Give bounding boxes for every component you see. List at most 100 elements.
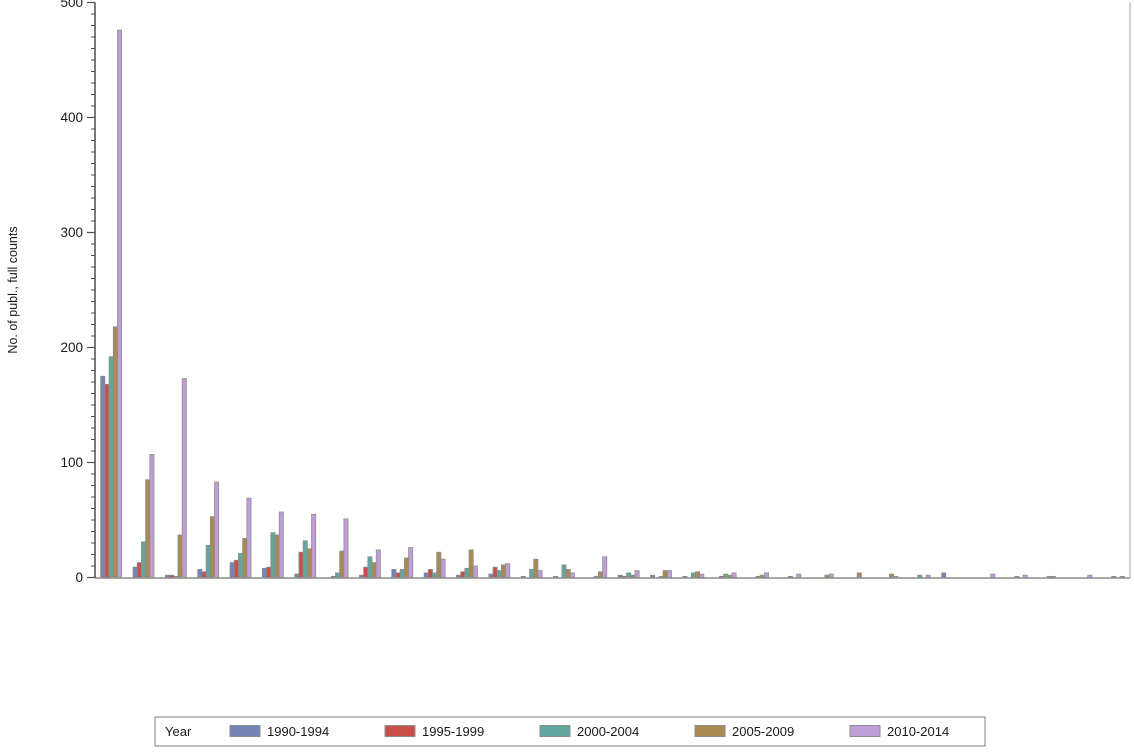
bar-2000-2004-Ukraine: [561, 564, 567, 578]
legend-swatch-2000-2004: [539, 725, 571, 737]
bar-1990-1994-Austria: [650, 574, 656, 578]
bar-2010-2014-Switzerland: [472, 565, 478, 578]
legend-swatch-1990-1994: [229, 725, 261, 737]
legend-swatch-2005-2009: [694, 725, 726, 737]
bar-2000-2004-Korea, Republic of: [593, 575, 599, 578]
bar-1995-1999-Canada: [395, 572, 401, 578]
bar-2000-2004-Netherlands: [367, 556, 373, 578]
bar-1995-1999-Russian Federation: [298, 551, 304, 578]
bar-2000-2004-Ireland: [787, 575, 793, 578]
bar-2000-2004-Sweden: [626, 572, 632, 578]
bar-2000-2004-United States: [108, 356, 114, 578]
bar-2005-2009-Korea, Republic of: [598, 571, 604, 578]
bar-2005-2009-Czech Republic: [1050, 575, 1056, 578]
bar-2000-2004-India: [335, 572, 341, 578]
y-axis-tick-label: 100: [60, 455, 83, 470]
bar-1990-1994-Ukraine: [553, 575, 559, 578]
bar-1995-1999-India: [330, 575, 336, 578]
bar-2010-2014-Portugal: [893, 575, 899, 578]
bar-2000-2004-Taiwan: [917, 574, 923, 578]
bar-1995-1999-France: [266, 566, 272, 578]
bar-1990-1994-China: [164, 574, 170, 578]
bar-1995-1999-United Kingdom: [201, 571, 207, 578]
bar-2000-2004-Switzerland: [464, 567, 470, 578]
bar-2010-2014-Austria: [666, 570, 672, 578]
bar-1995-1999-Sweden: [621, 575, 627, 578]
bar-2010-2014-Taiwan: [925, 574, 931, 578]
legend-label: 2005-2009: [732, 724, 794, 739]
bar-2010-2014-Poland: [828, 573, 834, 578]
bar-2005-2009-Spain: [727, 574, 733, 578]
bar-2010-2014-Ghana: [1087, 574, 1093, 578]
bar-2010-2014-Korea, Republic of: [602, 556, 608, 578]
bar-2005-2009-India: [339, 550, 345, 578]
bar-2000-2004-Belgium: [1014, 575, 1020, 578]
bar-2005-2009-Italy: [501, 564, 506, 578]
bar-2010-2014-Japan: [149, 454, 155, 578]
bar-2005-2009-Austria: [662, 570, 668, 578]
bar-2005-2009-Germany: [242, 538, 248, 578]
bar-1990-1994-Italy: [488, 573, 494, 578]
y-axis-tick-label: 200: [60, 340, 83, 355]
bar-1995-1999-Spain: [719, 575, 724, 578]
bar-2005-2009-United States: [112, 326, 118, 578]
bar-2010-2014-Belgium: [1022, 574, 1028, 578]
bar-2000-2004-Spain: [723, 573, 729, 578]
bar-2005-2009-Sweden: [630, 574, 636, 578]
bar-2000-2004-China: [173, 575, 179, 578]
bar-2005-2009-Switzerland: [468, 549, 474, 578]
bar-2000-2004-Italy: [496, 570, 502, 578]
bar-2005-2009-France: [274, 534, 280, 578]
bar-1990-1994-Switzerland: [456, 574, 462, 578]
bar-2010-2014-Denmark: [699, 573, 705, 578]
bar-1990-1994-France: [262, 567, 267, 578]
bar-2005-2009-United Kingdom: [209, 516, 215, 578]
bar-2000-2004-France: [270, 532, 276, 578]
bar-2010-2014-Netherlands: [375, 549, 381, 578]
bar-2000-2004-Germany: [238, 552, 244, 578]
bar-2010-2014-Sweden: [634, 570, 640, 578]
bar-2010-2014-France: [278, 511, 284, 578]
bar-2010-2014-Ukraine: [569, 572, 575, 578]
bar-2010-2014-Ireland: [796, 573, 802, 578]
bar-2010-2014-Germany: [246, 497, 252, 578]
bar-2000-2004-Japan: [141, 541, 146, 578]
bar-2010-2014-Australia: [440, 558, 446, 578]
bar-2010-2014-Israel: [990, 573, 996, 578]
bar-2005-2009-Poland: [824, 574, 830, 578]
bar-2005-2009-Ukraine: [565, 569, 571, 578]
bar-2010-2014-Canada: [408, 547, 414, 578]
bar-2000-2004-United Kingdom: [205, 544, 211, 578]
bar-1990-1994-Australia: [423, 572, 429, 578]
bar-1995-1999-Japan: [136, 562, 142, 578]
bar-2010-2014-India: [343, 518, 349, 578]
bar-2010-2014-United States: [117, 29, 123, 578]
bar-1990-1994-Canada: [391, 569, 397, 578]
bar-2010-2014-Norway: [763, 572, 769, 578]
bar-2000-2004-Rep of Georgia: [1111, 575, 1117, 578]
bar-2000-2004-Denmark: [690, 572, 696, 578]
bar-1995-1999-China: [169, 574, 175, 578]
bar-1995-1999-Australia: [427, 569, 433, 578]
y-axis-tick-label: 300: [60, 225, 83, 240]
bar-2010-2014-Spain: [731, 572, 737, 578]
bar-2005-2009-Denmark: [695, 571, 701, 578]
bar-2010-2014-Finland: [537, 570, 543, 578]
bar-1990-1994-Netherlands: [359, 574, 364, 578]
bar-2000-2004-Canada: [399, 569, 405, 578]
bar-2010-2014-Russian Federation: [311, 513, 317, 578]
bar-1990-1994-USSR: [941, 572, 947, 578]
y-axis-title: No. of publ., full counts: [6, 226, 20, 353]
bar-1990-1994-Finland: [520, 575, 526, 578]
bar-2005-2009-Chile: [856, 572, 862, 578]
bar-2010-2014-Rep of Georgia: [1119, 575, 1125, 578]
bar-2000-2004-Norway: [755, 575, 761, 578]
legend-swatch-1995-1999: [384, 725, 416, 737]
bar-1990-1994-Denmark: [682, 575, 688, 578]
bar-1990-1994-Russian Federation: [294, 573, 300, 578]
bar-1995-1999-United States: [104, 383, 110, 578]
bar-2000-2004-Austria: [658, 575, 664, 578]
y-axis-tick-label: 500: [60, 0, 83, 10]
